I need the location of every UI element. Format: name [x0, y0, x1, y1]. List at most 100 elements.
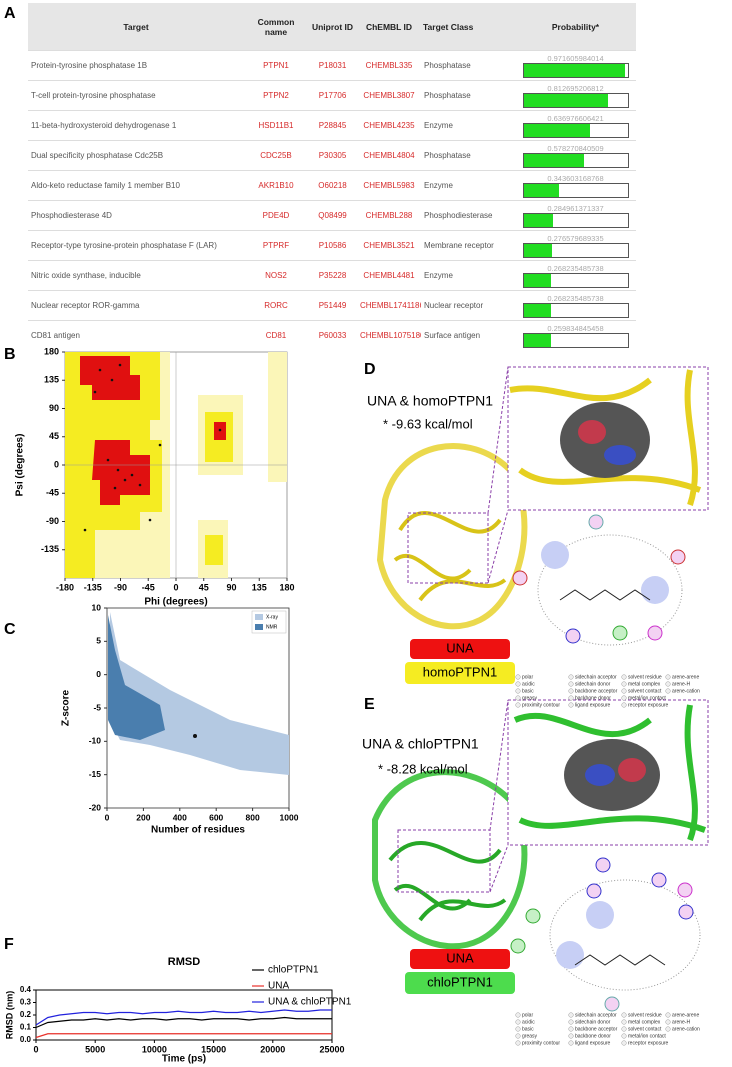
y-tick-label: 135 — [44, 375, 59, 385]
table-row: T-cell protein-tyrosine phosphatase PTPN2… — [28, 80, 636, 111]
docking-e-image — [372, 699, 709, 1012]
zscore-cloud — [106, 607, 290, 809]
y-tick-label: 10 — [92, 602, 102, 612]
interaction-legend-label: metal/ion contact — [628, 695, 666, 701]
x-tick-label: 45 — [199, 582, 209, 592]
table-cell: AKR1B10 — [244, 170, 308, 201]
y-axis-label: Z-score — [61, 690, 72, 727]
table-cell: PTPRF — [244, 230, 308, 261]
x-axis-label: Time (ps) — [162, 1054, 206, 1065]
legend-icon — [515, 702, 521, 708]
interaction-legend-label: backbone donor — [575, 1033, 611, 1039]
x-tick-label: 400 — [173, 812, 187, 822]
interaction-legend-label: polar — [522, 1012, 533, 1018]
probability-value: 0.268235485738 — [547, 263, 604, 273]
legend-icon — [568, 695, 574, 701]
legend-icon — [621, 1012, 627, 1018]
interaction-legend-label: proximity contour — [522, 1040, 560, 1046]
y-tick-label: -15 — [89, 769, 102, 779]
probability-value: 0.578270840509 — [547, 143, 604, 153]
probability-box — [522, 182, 629, 198]
x-tick-label: -90 — [114, 582, 127, 592]
interaction-legend-label: proximity contour — [522, 702, 560, 708]
ligand-name: UNA — [446, 950, 474, 965]
probability-cell: 0.636976606421 — [515, 110, 636, 141]
legend-label: UNA & chloPTPN1 — [268, 997, 352, 1008]
interaction-legend-label: sidechain acceptor — [575, 1012, 617, 1018]
x-tick-label: 5000 — [85, 1044, 105, 1054]
interaction-legend-label: acidic — [522, 681, 535, 687]
interaction-legend-label: solvent contact — [628, 688, 662, 694]
panel-label: A — [4, 5, 16, 22]
probability-value: 0.276579689335 — [547, 233, 604, 243]
table-cell: T-cell protein-tyrosine phosphatase — [28, 80, 244, 111]
table-cell: PTPN1 — [244, 50, 308, 81]
table-cell: Nuclear receptor ROR-gamma — [28, 290, 244, 321]
table-cell: CHEMBL3807 — [357, 80, 421, 111]
interaction-legend-label: receptor exposure — [628, 702, 669, 708]
binding-energy: * -9.63 kcal/mol — [383, 416, 473, 431]
legend-icon — [621, 695, 627, 701]
legend-swatch — [255, 624, 263, 630]
y-tick-label: 0 — [54, 459, 59, 469]
legend-icon — [568, 1026, 574, 1032]
interaction-legend-label: arene-cation — [672, 688, 700, 694]
table-cell: Dual specificity phosphatase Cdc25B — [28, 140, 244, 171]
receptor-badge — [405, 662, 515, 684]
column-header: ChEMBL ID — [357, 3, 421, 51]
interaction-legend-label: ligand exposure — [575, 1040, 611, 1046]
header-row: Target Common name Uniprot ID ChEMBL ID Targ… — [28, 3, 636, 51]
panel-label: D — [364, 361, 376, 378]
probability-cell: 0.268235485738 — [515, 260, 636, 291]
legend-label: NMR — [266, 624, 278, 630]
x-tick-label: 0 — [173, 582, 178, 592]
receptor-name: homoPTPN1 — [423, 664, 497, 679]
x-tick-label: 0 — [33, 1044, 38, 1054]
legend-icon — [621, 681, 627, 687]
probability-box — [522, 242, 629, 258]
table-cell: Q08499 — [308, 200, 357, 231]
interaction-legend-label: backbone donor — [575, 695, 611, 701]
y-tick-label: 90 — [49, 403, 59, 413]
column-header: Common name — [244, 3, 308, 51]
probability-box — [522, 272, 629, 288]
interaction-legend-label: arene-arene — [672, 1012, 699, 1018]
y-tick-label: -10 — [89, 736, 102, 746]
y-tick-label: -45 — [46, 488, 59, 498]
table-cell: PDE4D — [244, 200, 308, 231]
legend-icon — [568, 674, 574, 680]
panel-label: B — [4, 346, 16, 363]
legend-swatch — [255, 614, 263, 620]
probability-cell: 0.284961371337 — [515, 200, 636, 231]
rmsd-line — [35, 1016, 332, 1029]
table-row: CD81 antigen CD81 P60033 CHEMBL1075180 Surfa… — [28, 320, 636, 350]
probability-value: 0.284961371337 — [547, 203, 604, 213]
interaction-legend-label: acidic — [522, 1019, 535, 1025]
probability-cell: 0.578270840509 — [515, 140, 636, 171]
table-cell: Phosphatase — [421, 140, 515, 171]
legend-icon — [621, 1040, 627, 1046]
legend-icon — [515, 1033, 521, 1039]
y-axis-label: Psi (degrees) — [15, 434, 26, 497]
x-axis-label: Number of residues — [151, 825, 245, 836]
docking-d-image — [376, 366, 709, 646]
docking-title: UNA & chloPTPN1 — [362, 736, 479, 752]
legend-icon — [665, 674, 671, 680]
probability-box — [522, 332, 629, 348]
legend-label: UNA — [268, 981, 289, 992]
legend-icon — [568, 1012, 574, 1018]
probability-cell: 0.343603168768 — [515, 170, 636, 201]
interaction-legend-label: metal/ion contact — [628, 1033, 666, 1039]
probability-bar — [523, 303, 552, 317]
interaction-legend-label: metal complex — [628, 681, 661, 687]
ramachandran-regions — [64, 351, 288, 579]
legend-icon — [568, 681, 574, 687]
y-tick-label: -90 — [46, 516, 59, 526]
table-cell: Membrane receptor — [421, 230, 515, 261]
legend-icon — [621, 702, 627, 708]
legend-icon — [621, 1033, 627, 1039]
legend-label: X-ray — [266, 614, 278, 620]
probability-box — [522, 212, 629, 228]
y-tick-label: 5 — [96, 636, 101, 646]
table-cell: CDC25B — [244, 140, 308, 171]
